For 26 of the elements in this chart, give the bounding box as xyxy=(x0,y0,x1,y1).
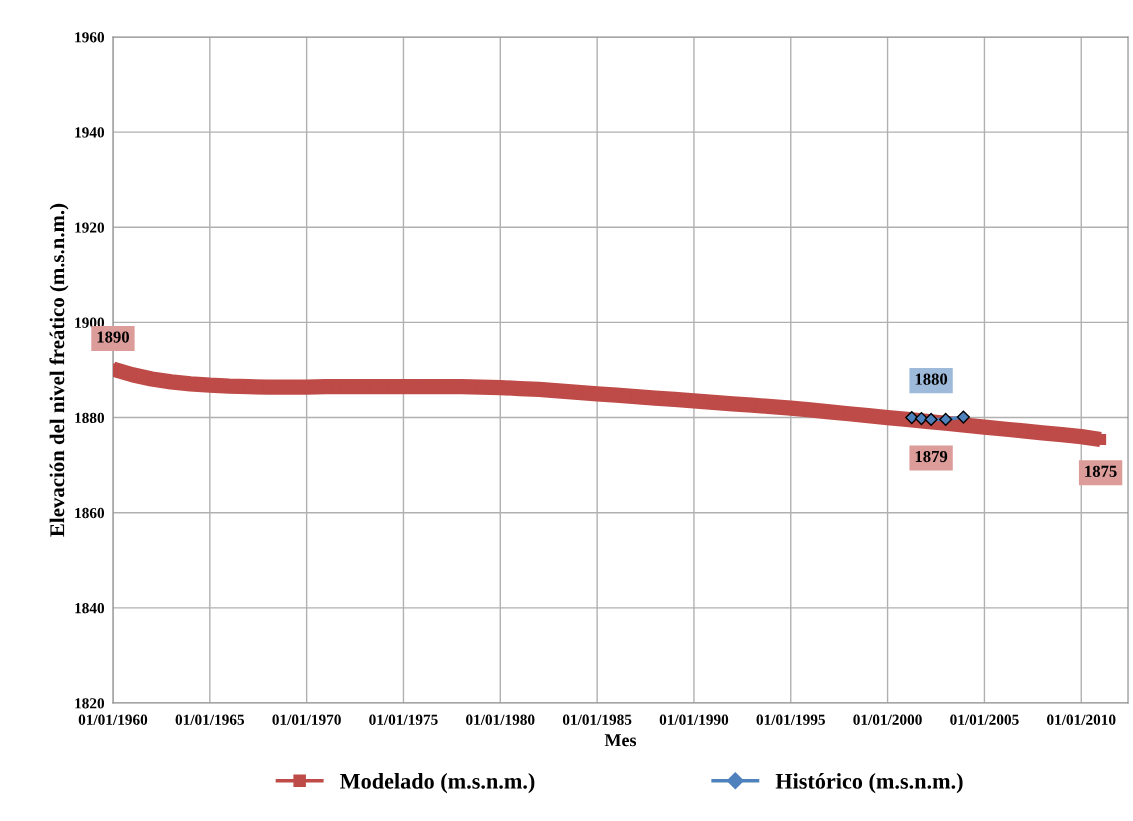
annotation: 1879 xyxy=(915,450,948,463)
legend-label: Histórico (m.s.n.m.) xyxy=(775,773,963,794)
y-tick-label: 1840 xyxy=(75,603,105,614)
y-tick-label: 1920 xyxy=(75,222,105,233)
y-tick-label: 1820 xyxy=(75,698,105,709)
annotation: 1890 xyxy=(97,331,129,343)
x-tick-label: 01/01/2000 xyxy=(853,714,922,725)
x-axis-title: Mes xyxy=(604,734,637,747)
x-tick-label: 01/01/1990 xyxy=(659,714,729,725)
x-tick-label: 01/01/1995 xyxy=(756,714,825,725)
annotation: 1880 xyxy=(915,373,948,385)
y-axis-title: Elevación del nivel freático (m.s.n.m.) xyxy=(49,203,69,537)
x-tick-label: 01/01/1980 xyxy=(466,714,535,725)
x-tick-label: 01/01/1985 xyxy=(562,714,632,725)
x-tick-label: 01/01/1975 xyxy=(369,714,438,725)
x-tick-label: 01/01/1965 xyxy=(175,714,245,725)
y-tick-label: 1880 xyxy=(75,412,105,424)
x-tick-label: 01/01/1970 xyxy=(272,714,341,725)
x-tick-label: 01/01/1960 xyxy=(78,714,148,725)
legend-label: Modelado (m.s.n.m.) xyxy=(340,773,535,794)
y-tick-label: 1960 xyxy=(75,32,105,43)
y-tick-label: 1860 xyxy=(75,507,105,519)
x-tick-label: 01/01/2010 xyxy=(1047,714,1116,725)
x-tick-label: 01/01/2005 xyxy=(950,714,1019,725)
y-tick-label: 1940 xyxy=(75,127,105,138)
annotation: 1875 xyxy=(1085,465,1117,477)
